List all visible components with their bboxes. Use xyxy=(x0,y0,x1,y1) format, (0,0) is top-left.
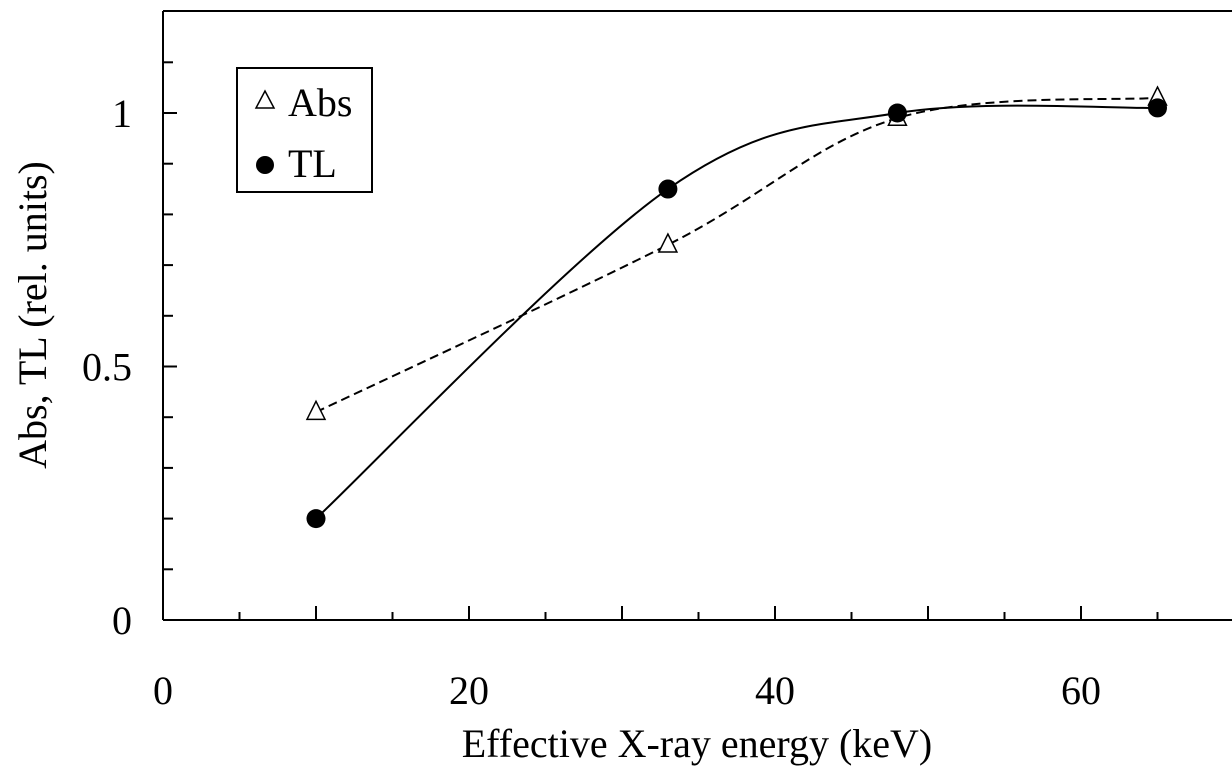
tl-point xyxy=(1148,98,1167,118)
tl-point xyxy=(306,509,326,529)
y-axis-label: Abs, TL (rel. units) xyxy=(10,161,55,469)
x-tick-label: 60 xyxy=(1061,668,1101,713)
x-axis-ticks: 0 20 40 60 xyxy=(153,606,1159,713)
y-tick-label: 0.5 xyxy=(82,345,132,390)
tl-point xyxy=(658,179,678,199)
legend-tl-label: TL xyxy=(288,141,337,186)
x-tick-label: 0 xyxy=(153,668,173,713)
legend: Abs TL xyxy=(236,67,373,193)
x-tick-label: 40 xyxy=(755,668,795,713)
x-tick-label: 20 xyxy=(449,668,489,713)
series-abs-line xyxy=(315,96,1158,414)
abs-point xyxy=(657,232,679,253)
y-tick-label: 1 xyxy=(112,91,132,136)
x-axis-label: Effective X-ray energy (keV) xyxy=(462,721,933,766)
fit-curves xyxy=(315,96,1158,520)
data-markers xyxy=(305,85,1168,529)
series-tl-line xyxy=(315,104,1158,520)
tl-point xyxy=(887,103,907,123)
legend-abs-marker xyxy=(254,89,276,109)
abs-point xyxy=(305,399,327,421)
legend-tl-marker xyxy=(256,156,274,174)
y-tick-label: 0 xyxy=(112,598,132,643)
y-axis-ticks: 00.51 xyxy=(82,61,177,643)
legend-abs-label: Abs xyxy=(288,80,352,125)
